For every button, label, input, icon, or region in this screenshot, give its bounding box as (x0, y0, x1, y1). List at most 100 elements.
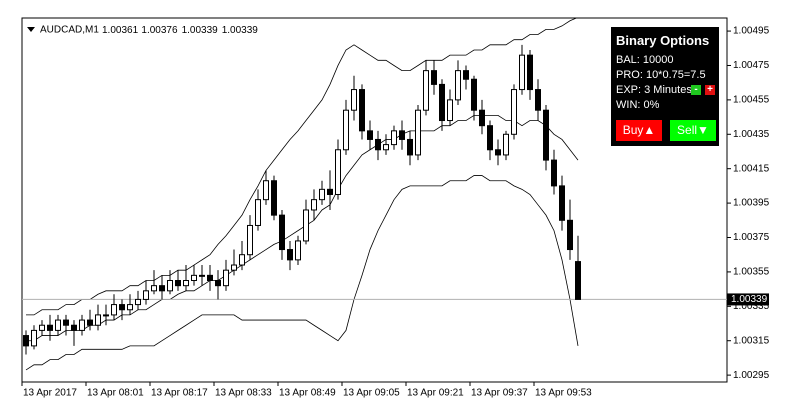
candle-body (87, 319, 93, 326)
candle-body (487, 125, 493, 151)
candle-body (239, 254, 245, 266)
candle-body (31, 329, 37, 347)
candle-body (271, 180, 277, 216)
binary-options-panel: Binary Options BAL: 10000 PRO: 10*0.75=7… (611, 27, 719, 146)
candle-body (479, 109, 485, 127)
plot-area (22, 18, 727, 371)
y-tick-label: 1.00475 (733, 60, 770, 71)
candle-body (71, 324, 77, 331)
candle-body (455, 70, 461, 101)
candle-body (335, 149, 341, 195)
candle-body (391, 130, 397, 146)
y-tick-label: 1.00375 (733, 232, 770, 243)
candle-body (511, 89, 517, 135)
y-tick-label: 1.00415 (733, 163, 770, 174)
x-tick-label: 13 Apr 08:01 (87, 388, 144, 399)
candle-body (63, 319, 69, 326)
bollinger-band (26, 114, 579, 342)
candle-body (151, 285, 157, 292)
candle-body (447, 99, 453, 122)
candle-body (319, 188, 325, 201)
buy-button[interactable]: Buy▲ (616, 120, 662, 141)
candle-body (399, 130, 405, 140)
candle-body (535, 89, 541, 111)
candle-body (231, 264, 237, 271)
header-close: 1.00339 (222, 25, 259, 36)
y-tick-label: 1.00335 (733, 301, 770, 312)
win-rate: WIN: 0% (616, 99, 660, 111)
candle-body (495, 149, 501, 156)
candle-body (143, 290, 149, 300)
bollinger-band (26, 18, 578, 316)
sell-button[interactable]: Sell▼ (670, 120, 716, 141)
candle-body (55, 319, 61, 331)
candle-body (119, 304, 125, 311)
plot-frame (21, 17, 728, 383)
header-low: 1.00339 (182, 25, 219, 36)
candle-body (519, 54, 525, 91)
candle-body (127, 304, 133, 311)
candle-body (415, 109, 421, 156)
symbol-menu-arrow[interactable] (27, 27, 35, 32)
candle-body (543, 109, 549, 161)
candle-body (167, 280, 173, 292)
x-tick-label: 13 Apr 09:53 (535, 388, 592, 399)
increase-expiry[interactable]: + (705, 85, 715, 95)
candle-body (199, 274, 205, 277)
candle-body (263, 180, 269, 201)
candle-body (431, 70, 437, 85)
y-tick-label: 1.00295 (733, 370, 770, 381)
candle-body (311, 199, 317, 211)
balance: BAL: 10000 (616, 54, 674, 66)
candle-body (215, 280, 221, 287)
header-open: 1.00361 (102, 25, 139, 36)
ohlc-header: 1.00361 1.00376 1.00339 1.00339 (102, 25, 258, 36)
candle-body (95, 314, 101, 326)
y-tick-label: 1.00495 (733, 26, 770, 37)
x-tick-label: 13 Apr 09:21 (407, 388, 464, 399)
y-tick-label: 1.00455 (733, 95, 770, 106)
candle-body (343, 109, 349, 151)
candle-body (255, 199, 261, 226)
x-tick-label: 13 Apr 2017 (23, 388, 77, 399)
candle-body (79, 319, 85, 331)
candle-body (47, 324, 53, 331)
x-tick-label: 13 Apr 09:05 (343, 388, 400, 399)
y-tick-label: 1.00395 (733, 198, 770, 209)
candle-body (247, 224, 253, 256)
expiry: EXP: 3 Minutes (616, 84, 692, 96)
x-tick-label: 13 Apr 08:33 (215, 388, 272, 399)
candle-body (575, 261, 581, 300)
candle-body (103, 314, 109, 317)
bollinger-band (25, 175, 579, 371)
y-tick-label: 1.00435 (733, 129, 770, 140)
candle-body (175, 280, 181, 287)
candle-body (287, 249, 293, 261)
candle-body (503, 133, 509, 156)
price-label: 1.00339 (731, 294, 768, 305)
y-tick-label: 1.00315 (733, 335, 770, 346)
y-tick-label: 1.00355 (733, 267, 770, 278)
candle-body (135, 298, 141, 306)
candle-body (559, 185, 565, 221)
candle-body (191, 274, 197, 282)
symbol: AUDCAD,M1 (40, 25, 99, 36)
candle-body (359, 89, 365, 132)
candle-body (367, 130, 373, 140)
candle-body (423, 70, 429, 111)
candle-body (223, 269, 229, 287)
candle-body (383, 144, 389, 151)
candle-body (183, 280, 189, 287)
candle-body (159, 285, 165, 292)
x-tick-label: 13 Apr 08:17 (151, 388, 208, 399)
panel-title: Binary Options (616, 33, 710, 48)
header-high: 1.00376 (141, 25, 178, 36)
candle-body (567, 219, 573, 251)
decrease-expiry[interactable]: - (691, 85, 701, 95)
candle-body (471, 78, 477, 111)
candle-body (439, 83, 445, 122)
candle-body (551, 159, 557, 187)
profit: PRO: 10*0.75=7.5 (616, 69, 706, 81)
